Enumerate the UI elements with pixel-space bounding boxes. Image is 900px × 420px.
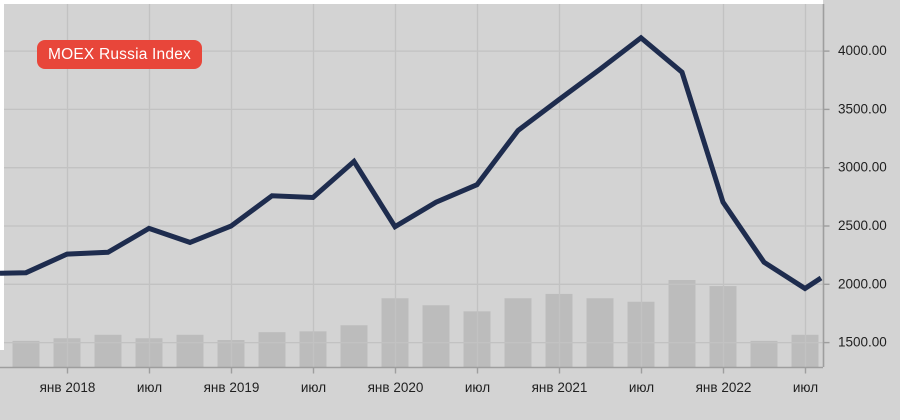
volume-bar <box>12 340 40 367</box>
plot-frame-left <box>0 0 4 350</box>
y-tick-label: 3000.00 <box>838 160 887 175</box>
x-tick-label: июл <box>793 380 818 395</box>
y-tick-label: 1500.00 <box>838 335 887 350</box>
volume-bar <box>586 298 614 367</box>
index-name-badge: MOEX Russia Index <box>37 40 202 69</box>
x-tick-label: янв 2020 <box>368 380 424 395</box>
y-tick-label: 4000.00 <box>838 43 887 58</box>
x-tick-label: янв 2019 <box>204 380 260 395</box>
x-tick-label: янв 2018 <box>40 380 96 395</box>
x-tick-label: июл <box>629 380 654 395</box>
volume-bar <box>750 340 778 367</box>
x-tick-label: янв 2022 <box>696 380 752 395</box>
y-tick-label: 3500.00 <box>838 101 887 116</box>
volume-bar <box>258 332 286 367</box>
volume-bar <box>504 298 532 367</box>
x-tick-label: июл <box>301 380 326 395</box>
volume-bar <box>94 334 122 367</box>
y-tick-label: 2000.00 <box>838 276 887 291</box>
x-tick-label: янв 2021 <box>532 380 588 395</box>
volume-bar <box>422 305 450 367</box>
plot-frame-top <box>0 0 823 4</box>
x-tick-label: июл <box>465 380 490 395</box>
x-tick-label: июл <box>137 380 162 395</box>
price-line <box>0 34 823 292</box>
volume-bar <box>668 280 696 367</box>
volume-bar <box>340 325 368 367</box>
volume-bar <box>176 334 204 367</box>
y-tick-label: 2500.00 <box>838 218 887 233</box>
